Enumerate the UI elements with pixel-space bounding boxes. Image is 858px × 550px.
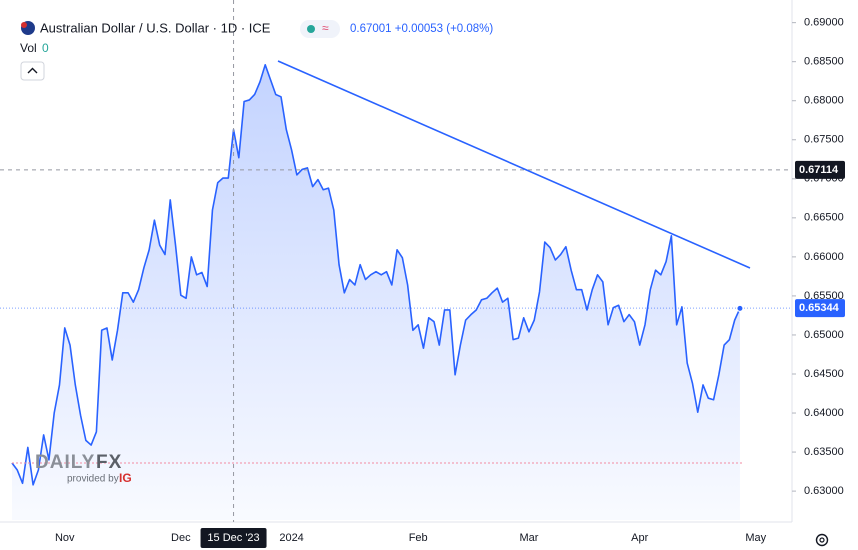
- last-price-badge: [795, 299, 845, 318]
- settings-button[interactable]: [815, 533, 829, 547]
- y-tick-label: 0.65500: [804, 290, 844, 302]
- watermark-brand: DAILY: [35, 452, 95, 473]
- crosshair-date-label: 15 Dec '23: [207, 532, 259, 544]
- watermark-provider: IG: [119, 471, 132, 485]
- status-pill[interactable]: [300, 20, 340, 38]
- vol-label: Vol: [20, 41, 37, 55]
- y-tick-label: 0.64500: [804, 368, 844, 380]
- watermark: DAILY FX provided by IG: [35, 452, 132, 485]
- x-tick-label: Feb: [409, 532, 428, 544]
- crosshair-date-badge: [200, 528, 267, 548]
- y-tick-label: 0.64000: [804, 407, 844, 419]
- y-tick-label: 0.69000: [804, 17, 844, 29]
- y-tick-label: 0.66000: [804, 251, 844, 263]
- x-tick-label: Nov: [55, 532, 75, 544]
- y-tick-label: 0.63000: [804, 485, 844, 497]
- market-status-dot: [307, 25, 315, 33]
- quote: 0.67001 +0.00053 (+0.08%): [350, 23, 493, 35]
- trendline[interactable]: [277, 60, 751, 269]
- vol-value: 0: [42, 41, 49, 55]
- x-tick-label: May: [745, 532, 766, 544]
- y-tick-label: 0.68500: [804, 56, 844, 68]
- crosshair-price-label: 0.67114: [799, 164, 839, 176]
- delay-icon: ≈: [322, 21, 329, 35]
- collapse-button[interactable]: [20, 61, 45, 81]
- caret-icon: [27, 67, 38, 74]
- gear-icon: [815, 533, 829, 547]
- x-tick-label: 2024: [279, 532, 303, 544]
- gear-icon: [819, 537, 825, 543]
- last-point: [736, 304, 744, 312]
- y-tick-label: 0.68000: [804, 95, 844, 107]
- watermark-provided: provided by: [67, 474, 119, 485]
- y-tick-label: 0.65000: [804, 329, 844, 341]
- x-tick-label: Apr: [631, 532, 648, 544]
- y-tick-label: 0.63500: [804, 446, 844, 458]
- header: Australian Dollar / U.S. Dollar · 1D · I…: [20, 20, 493, 81]
- y-tick-label: 0.66500: [804, 212, 844, 224]
- symbol-title: Australian Dollar / U.S. Dollar · 1D · I…: [40, 20, 271, 35]
- crosshair-price-badge: [795, 160, 845, 179]
- y-tick-label: 0.67500: [804, 134, 844, 146]
- watermark-brand: FX: [96, 452, 122, 473]
- last-price-label: 0.65344: [799, 302, 840, 314]
- x-tick-label: Dec: [171, 532, 191, 544]
- x-tick-label: Mar: [519, 532, 538, 544]
- flag-icon: [21, 22, 27, 28]
- price-line: [11, 64, 741, 486]
- area-fill: [12, 64, 740, 521]
